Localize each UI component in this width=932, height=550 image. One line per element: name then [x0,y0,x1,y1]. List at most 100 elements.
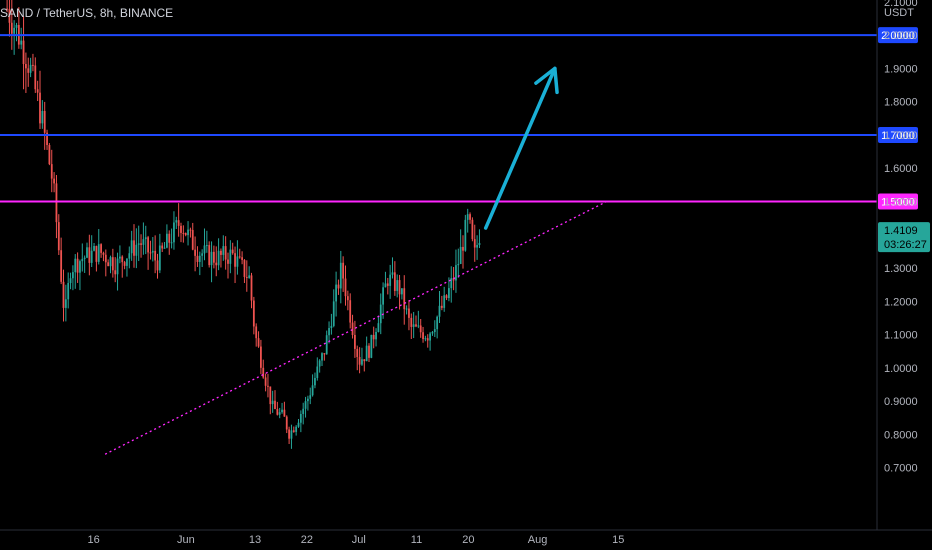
level-price-badge: 1.5000 [878,193,918,210]
price-tick-label: 1.9000 [884,63,918,75]
time-axis[interactable]: 16 Jun 13 22 Jul 11 20 Aug 15 [87,534,624,546]
candle-body [144,237,147,240]
time-tick-label: Jul [352,534,366,546]
price-tick-label: 0.7000 [884,463,918,475]
candle-body [50,164,53,179]
time-tick-label: 15 [612,534,624,546]
candle-body [79,261,81,273]
time-tick-label: 11 [411,534,422,546]
candle-body [316,366,319,378]
candle-body [128,253,131,259]
candle-body [154,250,157,261]
candle-body [83,257,86,259]
candle-body [377,323,380,332]
candle-body [386,283,389,286]
candle-body [478,242,481,246]
candle-body [95,246,98,262]
candle-body [135,244,138,256]
candle-body [274,400,276,409]
candle-body [410,317,413,327]
candle-body [187,229,189,236]
candle-body [34,65,37,90]
candle-body [339,262,342,289]
candle-body [67,283,70,300]
candle-body [285,416,288,430]
candle-body [114,270,117,275]
candle-body [257,338,260,347]
last-price-badge: 1.4109 03:26:27 [878,222,930,253]
level-badge-bg [878,193,918,210]
candle-body [462,246,464,251]
symbol-title: SAND / TetherUS, 8h, BINANCE [0,6,174,20]
candle-body [210,251,213,266]
candle-body [436,316,439,330]
candle-body [111,257,114,271]
time-tick-label: 16 [87,534,99,546]
time-tick-label: 22 [301,534,313,546]
price-axis-currency: USDT [884,7,914,19]
candle-body [130,240,133,254]
level-badge-text: 1.7000 [881,130,915,142]
candle-body [156,260,159,271]
candle-body [104,254,107,263]
candle-body [260,346,262,368]
candle-body [229,249,232,264]
candle-body [379,304,382,324]
candle-body [191,230,194,250]
candle-body [429,333,431,341]
candle-body [88,247,91,263]
candle-body [64,299,67,308]
candle-body [100,244,102,253]
candle-body [325,335,328,355]
candle-body [222,246,225,255]
candle-body [332,301,335,326]
candle-body [283,409,286,417]
candle-body [74,258,77,273]
candle-body [25,63,27,69]
candle-body [438,305,441,317]
candle-body [15,24,18,28]
price-axis[interactable]: 2.1000 2.0000 1.9000 1.8000 1.7000 1.6000 1.50… [878,0,930,475]
candle-body [288,429,290,439]
candle-body [121,256,124,263]
price-tick-label: 1.6000 [884,163,918,175]
candle-body [354,334,356,349]
candle-body [10,22,13,34]
projection-arrow-shaft [483,66,557,230]
candle-body [269,386,272,405]
candle-body [396,280,399,291]
price-tick-label: 2.1000 [884,0,918,9]
candle-body [375,331,377,340]
candle-body [215,262,218,266]
candle-body [189,229,192,231]
candle-body [450,278,453,289]
last-price-badge-bg [878,222,930,253]
candle-body [194,249,196,256]
candle-body [43,110,46,133]
candle-body [177,220,180,226]
candle-body [102,252,105,255]
candle-body [205,245,208,247]
level-price-badge: 1.7000 [878,126,918,143]
price-tick-label: 0.9000 [884,396,918,408]
candle-body [53,178,55,184]
candle-body [158,245,161,271]
candle-body [29,64,32,73]
candle-body [39,92,41,124]
candle-body [8,8,11,23]
candle-body [297,422,300,427]
candle-body [213,251,215,263]
candle-body [271,400,274,405]
candle-body [27,68,30,73]
candle-body [60,250,63,282]
candle-body [455,265,457,281]
candle-body [417,325,420,327]
candle-body [198,255,201,262]
candle-body [419,325,422,333]
candle-body [248,275,251,278]
candle-body [412,324,415,327]
candle-body [238,256,241,258]
candle-body [295,426,298,432]
